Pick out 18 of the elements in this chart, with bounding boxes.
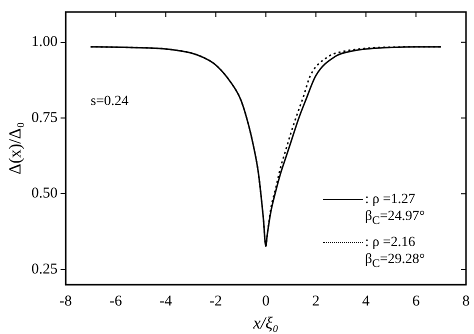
x-tick-label: 2 bbox=[312, 294, 320, 310]
legend-label: : ρ =1.27 β$_{C}$=24.97° bbox=[365, 190, 426, 228]
annotation: s=0.24 bbox=[90, 94, 128, 110]
x-tick-label: -8 bbox=[59, 294, 72, 310]
y-axis-title: Δ(x)/Δ₀ bbox=[6, 122, 25, 174]
x-tick-label: 4 bbox=[362, 294, 370, 310]
y-tick-label: 1.00 bbox=[31, 34, 58, 50]
x-tick-label: -2 bbox=[210, 294, 222, 310]
legend-label: : ρ =2.16 β$_{C}$=29.28° bbox=[365, 234, 426, 272]
x-axis-title: x/ξ₀ bbox=[252, 313, 279, 332]
x-tick-label: -4 bbox=[159, 294, 172, 310]
x-tick-label: 8 bbox=[462, 294, 470, 310]
y-tick-label: 0.50 bbox=[31, 186, 58, 202]
x-tick-label: 6 bbox=[412, 294, 420, 310]
x-tick-label: -6 bbox=[109, 294, 122, 310]
x-tick-label: 0 bbox=[262, 294, 270, 310]
y-tick-label: 0.75 bbox=[31, 110, 58, 126]
y-tick-label: 0.25 bbox=[31, 261, 58, 278]
